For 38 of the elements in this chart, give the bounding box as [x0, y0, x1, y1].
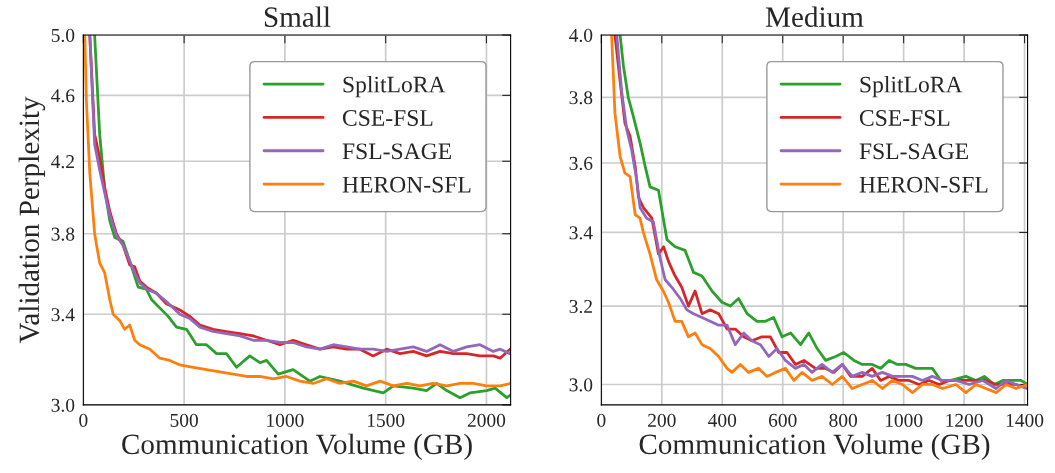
x-tick-label: 600	[768, 413, 797, 427]
x-tick-label: 500	[170, 413, 198, 427]
legend-label: SplitLoRA	[343, 75, 446, 98]
y-tick-label: 4.0	[569, 28, 593, 43]
y-tick-label: 4.6	[51, 89, 75, 103]
legend-label: FSL-SAGE	[342, 143, 451, 160]
legend-label: CSE-FSL	[342, 110, 433, 126]
y-tick-label: 3.4	[51, 308, 75, 322]
y-tick-label: 4.2	[51, 155, 74, 169]
y-tick-label: 5.0	[51, 28, 75, 43]
chart-title: Medium	[765, 6, 864, 27]
legend-label: HERON-SFL	[342, 176, 471, 193]
y-tick-label: 3.0	[569, 378, 593, 392]
y-tick-label: 3.6	[569, 156, 593, 171]
y-tick-label: 3.4	[569, 226, 593, 240]
x-axis-title: Communication Volume (GB)	[639, 433, 990, 461]
x-tick-label: 1000	[885, 413, 923, 427]
y-tick-label: 3.2	[569, 299, 592, 314]
y-axis-title: Validation Perplexity	[18, 96, 46, 344]
y-tick-label: 3.8	[569, 91, 593, 105]
x-tick-label: 0	[597, 413, 606, 427]
x-tick-label: 1500	[367, 413, 405, 427]
x-tick-label: 1200	[946, 413, 983, 427]
chart-title: Small	[264, 6, 331, 27]
legend-label: FSL-SAGE	[859, 143, 968, 160]
x-tick-label: 2000	[467, 413, 506, 427]
legend-label: HERON-SFL	[859, 176, 988, 193]
legend-label: SplitLoRA	[860, 75, 963, 98]
x-tick-label: 800	[829, 413, 858, 427]
x-tick-label: 1400	[1006, 413, 1044, 427]
y-tick-label: 3.0	[51, 398, 75, 412]
x-tick-label: 1000	[267, 413, 304, 427]
x-tick-label: 200	[648, 413, 676, 427]
x-tick-label: 400	[708, 413, 737, 427]
y-tick-label: 3.8	[51, 227, 75, 241]
x-tick-label: 0	[79, 413, 88, 427]
x-axis-title: Communication Volume (GB)	[122, 433, 472, 461]
legend-label: CSE-FSL	[859, 110, 950, 126]
